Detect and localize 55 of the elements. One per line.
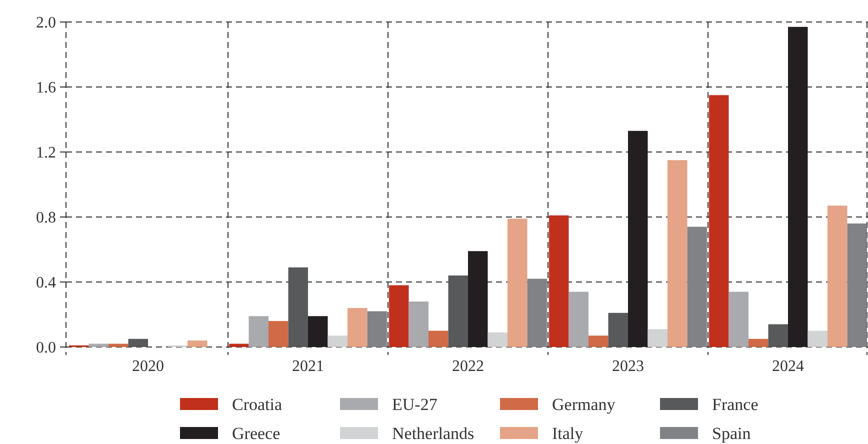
legend-label: Italy: [552, 424, 584, 443]
bar: [768, 324, 788, 347]
bar: [748, 338, 768, 347]
bar: [128, 338, 148, 347]
bar: [268, 321, 288, 347]
bar: [228, 344, 249, 347]
bar: [628, 130, 648, 347]
legend-label: Croatia: [232, 395, 282, 414]
legend-label: France: [712, 395, 758, 414]
bar: [288, 267, 308, 347]
legend-label: Germany: [552, 395, 616, 414]
bar: [828, 206, 848, 347]
y-tick-label: 1.6: [36, 80, 56, 97]
legend-label: Spain: [712, 424, 752, 443]
bar: [728, 292, 748, 347]
bar: [88, 344, 108, 347]
bar: [408, 302, 428, 347]
bar: [708, 95, 729, 347]
legend-label: Netherlands: [392, 424, 474, 443]
bar: [188, 340, 208, 347]
bar: [527, 278, 548, 347]
bar: [388, 285, 409, 347]
bar: [568, 292, 588, 347]
bar: [548, 215, 569, 347]
bar: [508, 218, 528, 347]
bar: [687, 226, 708, 347]
y-tick-label: 1.2: [36, 144, 56, 162]
bar: [488, 332, 508, 347]
bar: [367, 311, 388, 347]
legend-label: EU-27: [392, 395, 438, 414]
bar: [308, 316, 328, 347]
y-tick-label: 2.0: [36, 14, 56, 32]
bar: [248, 316, 268, 347]
x-tick-label: 2024: [772, 358, 804, 375]
bar: [847, 224, 868, 347]
legend-label: Greece: [232, 424, 280, 443]
bar: [648, 329, 668, 347]
bar: [428, 330, 448, 347]
x-tick-label: 2020: [132, 358, 164, 375]
y-tick-label: 0.4: [36, 274, 56, 292]
x-tick-label: 2022: [452, 358, 484, 375]
bar: [448, 276, 468, 347]
x-tick-label: 2021: [292, 358, 324, 375]
bar: [808, 330, 828, 347]
x-tick-label: 2023: [612, 358, 644, 375]
bar: [608, 312, 628, 347]
bar: [788, 26, 808, 347]
bar: [328, 336, 348, 347]
bar: [588, 336, 608, 347]
bar: [668, 160, 688, 347]
bar: [468, 251, 488, 347]
bar: [108, 344, 128, 347]
bar: [348, 308, 368, 347]
y-tick-label: 0.0: [36, 340, 56, 357]
y-tick-label: 0.8: [36, 210, 56, 227]
